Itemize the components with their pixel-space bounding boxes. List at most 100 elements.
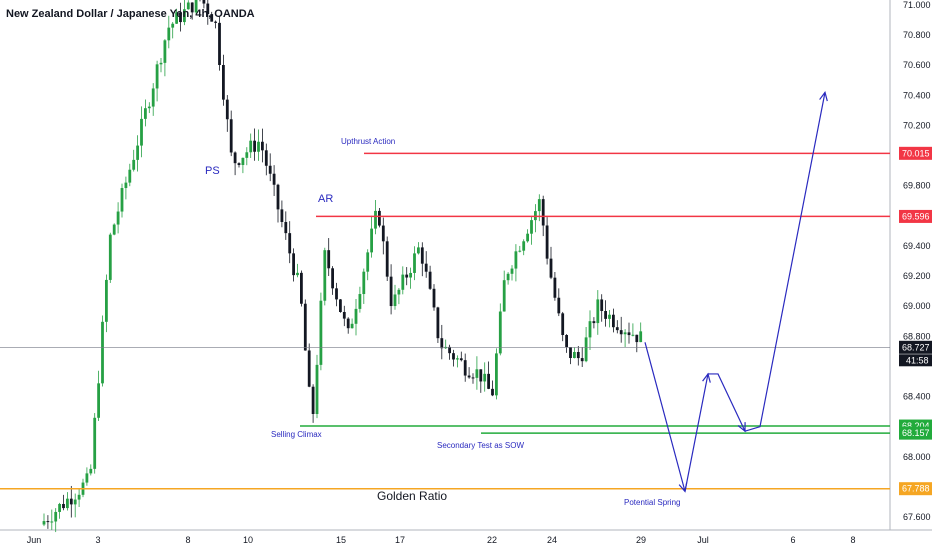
level-badge — [899, 426, 932, 440]
candle-down — [604, 311, 607, 319]
candle-up — [167, 27, 171, 41]
candle-down — [420, 247, 424, 264]
candle-up — [50, 521, 54, 523]
candle-down — [541, 199, 545, 226]
candle-up — [495, 353, 498, 396]
time-tick-label: 17 — [395, 535, 405, 545]
countdown-badge — [899, 354, 932, 367]
price-tick-label: 67.600 — [903, 512, 931, 522]
candle-up — [116, 211, 120, 225]
candle-down — [46, 521, 50, 523]
candle-up — [257, 141, 260, 152]
candle-down — [635, 334, 639, 343]
candle-up — [596, 299, 600, 324]
candle-up — [241, 157, 245, 166]
candle-up — [623, 332, 627, 335]
candle-up — [105, 279, 108, 322]
candle-up — [249, 140, 253, 153]
candle-up — [518, 250, 522, 252]
time-tick-label: 29 — [636, 535, 646, 545]
candle-up — [97, 383, 100, 418]
candle-down — [612, 314, 615, 328]
candle-up — [124, 182, 128, 189]
price-tick-label: 69.400 — [903, 241, 931, 251]
candle-down — [378, 210, 381, 226]
time-tick-label: 15 — [336, 535, 346, 545]
candle-up — [108, 234, 112, 280]
candle-down — [615, 327, 619, 331]
candle-up — [401, 274, 405, 290]
price-tick-label: 70.400 — [903, 90, 931, 100]
candle-down — [272, 173, 276, 185]
price-tick-label: 69.800 — [903, 181, 931, 191]
candle-up — [502, 280, 506, 312]
projection-arrow-target — [819, 90, 828, 102]
candle-up — [296, 272, 299, 276]
candle-down — [557, 297, 561, 314]
candle-down — [448, 346, 451, 354]
candle-up — [93, 417, 97, 469]
candle-up — [77, 494, 81, 500]
candle-up — [608, 314, 611, 319]
current-price-badge — [899, 340, 932, 354]
candle-down — [576, 352, 580, 359]
candle-down — [225, 99, 229, 120]
candle-up — [366, 252, 370, 272]
ps-label: PS — [205, 165, 220, 177]
level-badge-label: 70.015 — [902, 148, 930, 158]
candle-up — [413, 253, 416, 273]
candle-down — [342, 311, 346, 319]
time-tick-label: 10 — [243, 535, 253, 545]
candle-up — [370, 228, 373, 253]
candle-down — [339, 299, 342, 312]
level-badge-label: 68.204 — [902, 421, 930, 431]
candle-down — [179, 12, 182, 23]
candle-up — [639, 331, 643, 343]
candle-up — [155, 64, 159, 89]
candle-up — [315, 364, 319, 414]
current-price-label: 68.727 — [902, 342, 930, 352]
candle-down — [229, 119, 233, 153]
candle-down — [491, 388, 494, 396]
candle-up — [393, 294, 397, 307]
candle-down — [206, 3, 210, 15]
candle-up — [584, 337, 588, 362]
candle-down — [436, 307, 440, 339]
candle-down — [440, 338, 444, 349]
candle-down — [553, 277, 557, 298]
candle-down — [467, 375, 471, 378]
candle-down — [545, 225, 549, 259]
level-badge — [899, 482, 932, 496]
time-tick-label: Jul — [697, 535, 709, 545]
candle-down — [627, 332, 631, 336]
price-tick-label: 71.000 — [903, 0, 931, 10]
candle-up — [89, 468, 93, 474]
candle-up — [354, 308, 358, 324]
candle-down — [222, 64, 225, 100]
level-badge-label: 67.788 — [902, 484, 930, 494]
candle-up — [350, 323, 354, 329]
candle-down — [346, 318, 350, 329]
candle-up — [163, 40, 167, 63]
candle-up — [144, 108, 147, 119]
candle-up — [42, 521, 46, 525]
candle-down — [280, 209, 284, 222]
candle-up — [323, 250, 327, 301]
candle-down — [592, 321, 596, 324]
projection-arrow-down — [678, 482, 688, 493]
candle-down — [311, 386, 315, 414]
time-tick-label: 8 — [850, 535, 855, 545]
candle-down — [261, 141, 264, 151]
time-tick-label: Jun — [27, 535, 42, 545]
level-badge-label: 68.157 — [902, 428, 930, 438]
level-badge-label: 69.596 — [902, 211, 930, 221]
candle-down — [276, 184, 280, 210]
time-tick-label: 24 — [547, 535, 557, 545]
candle-down — [569, 347, 572, 359]
candle-up — [132, 159, 136, 170]
candle-up — [537, 199, 541, 212]
candle-up — [136, 145, 139, 160]
candle-down — [385, 241, 389, 277]
candle-up — [510, 268, 514, 274]
